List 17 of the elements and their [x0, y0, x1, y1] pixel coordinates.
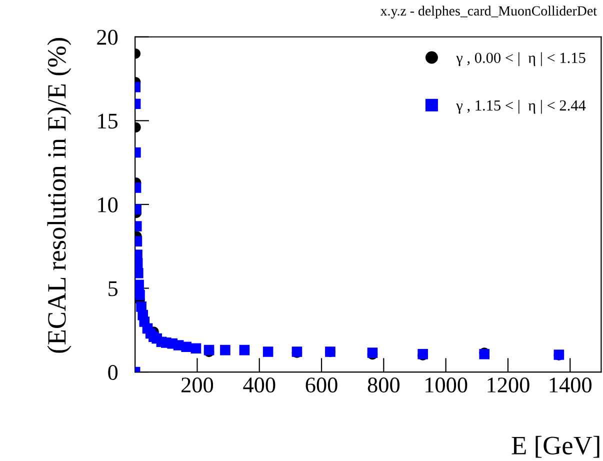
x-tick-label: 1200	[488, 378, 530, 393]
x-tick-label: 1000	[426, 378, 468, 393]
x-axis-title: E [GeV]	[512, 436, 600, 458]
y-tick-label: 10	[98, 197, 118, 212]
chart-title: x.y.z - delphes_card_MuonColliderDet	[380, 6, 597, 18]
y-tick-label: 5	[108, 281, 118, 296]
legend-label: γ , 0.00 < | η | < 1.15	[456, 52, 586, 66]
y-tick-label: 0	[108, 364, 118, 380]
x-tick-label: 1400	[550, 378, 592, 393]
x-tick-label: 200	[182, 378, 214, 393]
x-tick-label: 800	[368, 378, 400, 393]
legend-label: γ , 1.15 < | η | < 2.44	[456, 100, 586, 114]
y-tick-label: 15	[98, 114, 118, 129]
x-tick-label: 600	[306, 378, 338, 393]
x-tick-label: 400	[243, 378, 276, 393]
y-tick-label: 20	[97, 30, 118, 45]
y-axis-title: (ECAL resolution in E)/E (%)	[47, 38, 72, 353]
